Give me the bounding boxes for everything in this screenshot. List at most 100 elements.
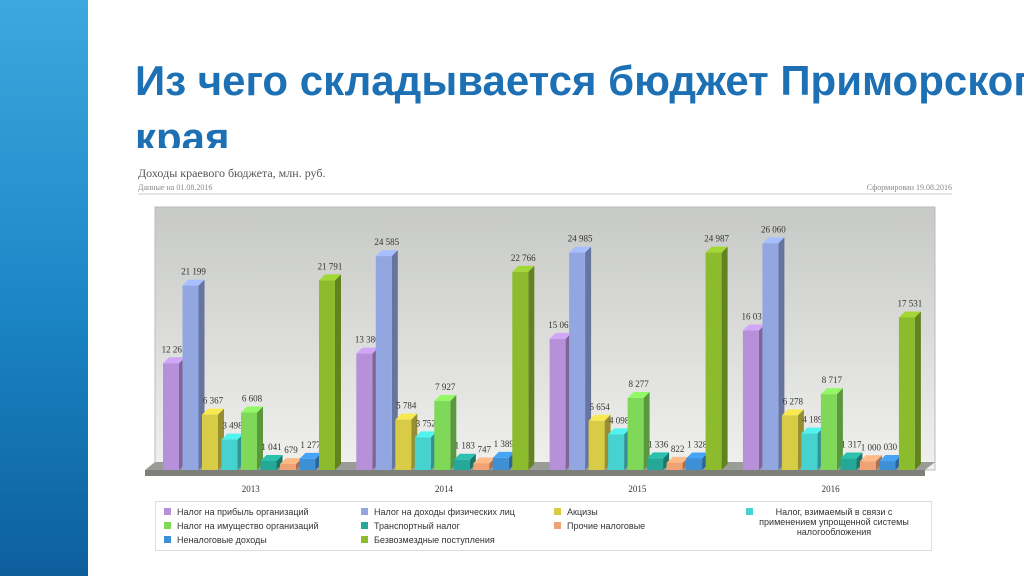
value-label: 24 987 xyxy=(704,234,729,244)
bar xyxy=(549,338,566,470)
value-label: 4 098 xyxy=(609,415,630,425)
bar xyxy=(781,415,798,470)
legend-label: Безвозмездные поступления xyxy=(374,535,495,545)
bar xyxy=(742,330,759,470)
value-label: 4 189 xyxy=(802,415,823,425)
legend-item: Неналоговые доходы xyxy=(164,535,267,545)
bar-side xyxy=(778,237,785,470)
bar xyxy=(627,397,644,470)
value-label: 1 183 xyxy=(455,441,476,451)
legend-item: Транспортный налог xyxy=(361,521,460,531)
bar xyxy=(202,414,218,470)
bar-side xyxy=(335,274,341,470)
bar xyxy=(762,243,779,470)
bar xyxy=(319,280,335,470)
bar-top xyxy=(473,457,496,464)
bar-top xyxy=(241,406,263,413)
bar-top xyxy=(859,455,882,462)
bar xyxy=(434,401,451,470)
slide-title: Из чего складывается бюджет Приморского к… xyxy=(135,57,1024,161)
bar xyxy=(163,363,179,470)
bar-top xyxy=(299,452,322,459)
bar-top xyxy=(569,246,592,253)
bar-top xyxy=(647,452,670,459)
legend-label: Неналоговые доходы xyxy=(177,535,267,545)
value-label: 1 000 xyxy=(861,442,882,452)
bar xyxy=(182,285,199,470)
bar xyxy=(221,439,238,470)
bar-top xyxy=(453,453,476,460)
bar-top xyxy=(414,431,437,438)
bar xyxy=(859,461,876,470)
bar-top xyxy=(375,250,398,257)
title-line: края xyxy=(135,114,230,161)
value-label: 15 067 xyxy=(548,320,573,330)
legend-item: Акцизы xyxy=(554,507,598,517)
bar-top xyxy=(280,458,302,465)
bar xyxy=(492,457,509,470)
legend-swatch xyxy=(164,508,171,515)
value-label: 5 784 xyxy=(396,401,417,411)
bar xyxy=(356,353,373,470)
bar-side xyxy=(856,452,863,470)
bar xyxy=(840,458,857,470)
bar xyxy=(608,434,625,470)
value-label: 17 531 xyxy=(898,298,923,308)
bar-top xyxy=(762,237,785,244)
side-strip xyxy=(0,0,88,576)
bar-top xyxy=(879,455,902,462)
bar-top xyxy=(202,408,224,415)
legend-item: Налог на доходы физических лиц xyxy=(361,507,515,517)
legend-item: Налог, взимаемый в связи с применением у… xyxy=(746,507,909,537)
bar-top xyxy=(260,454,283,461)
value-label: 1 336 xyxy=(648,439,669,449)
bar-top xyxy=(705,246,728,253)
bar-top xyxy=(608,428,631,435)
bar-side xyxy=(721,246,728,470)
bar-side xyxy=(643,391,650,470)
legend-swatch xyxy=(164,522,171,529)
bar xyxy=(280,464,296,470)
legend-swatch xyxy=(361,536,368,543)
value-label: 7 927 xyxy=(435,382,456,392)
value-label: 24 585 xyxy=(374,237,399,247)
value-label: 030 xyxy=(884,442,898,452)
value-label: 13 380 xyxy=(355,335,380,345)
bar-top xyxy=(434,395,457,402)
bar xyxy=(898,317,915,470)
bar-top xyxy=(742,324,765,331)
bar xyxy=(299,458,316,470)
floor xyxy=(145,462,935,470)
value-label: 1 317 xyxy=(841,440,862,450)
value-label: 26 060 xyxy=(761,224,786,234)
bar xyxy=(512,271,529,470)
bar xyxy=(260,460,277,470)
bar-top xyxy=(820,388,843,395)
value-label: 1 389 xyxy=(494,439,515,449)
floor-edge xyxy=(145,470,925,476)
value-label: 1 277 xyxy=(300,440,321,450)
bar xyxy=(686,458,703,470)
x-tick-label: 2014 xyxy=(435,484,454,494)
legend-item: Налог на прибыль организаций xyxy=(164,507,309,517)
bar-top xyxy=(163,357,185,364)
value-label: 6 608 xyxy=(242,394,263,404)
bar-top xyxy=(492,451,515,458)
legend-swatch xyxy=(164,536,171,543)
bar-side xyxy=(585,246,592,470)
bar-side xyxy=(391,250,398,470)
legend-item: Безвозмездные поступления xyxy=(361,535,495,545)
bar xyxy=(473,463,490,470)
legend-swatch xyxy=(361,508,368,515)
value-label: 6 278 xyxy=(783,396,804,406)
bar-top xyxy=(898,311,921,318)
x-tick-label: 2013 xyxy=(242,484,261,494)
bar-side xyxy=(469,453,476,470)
value-label: 679 xyxy=(284,445,298,455)
bar xyxy=(705,252,722,470)
value-label: 822 xyxy=(671,444,685,454)
bar-top xyxy=(801,427,824,434)
x-tick-label: 2016 xyxy=(822,484,841,494)
value-label: 21 199 xyxy=(181,267,206,277)
